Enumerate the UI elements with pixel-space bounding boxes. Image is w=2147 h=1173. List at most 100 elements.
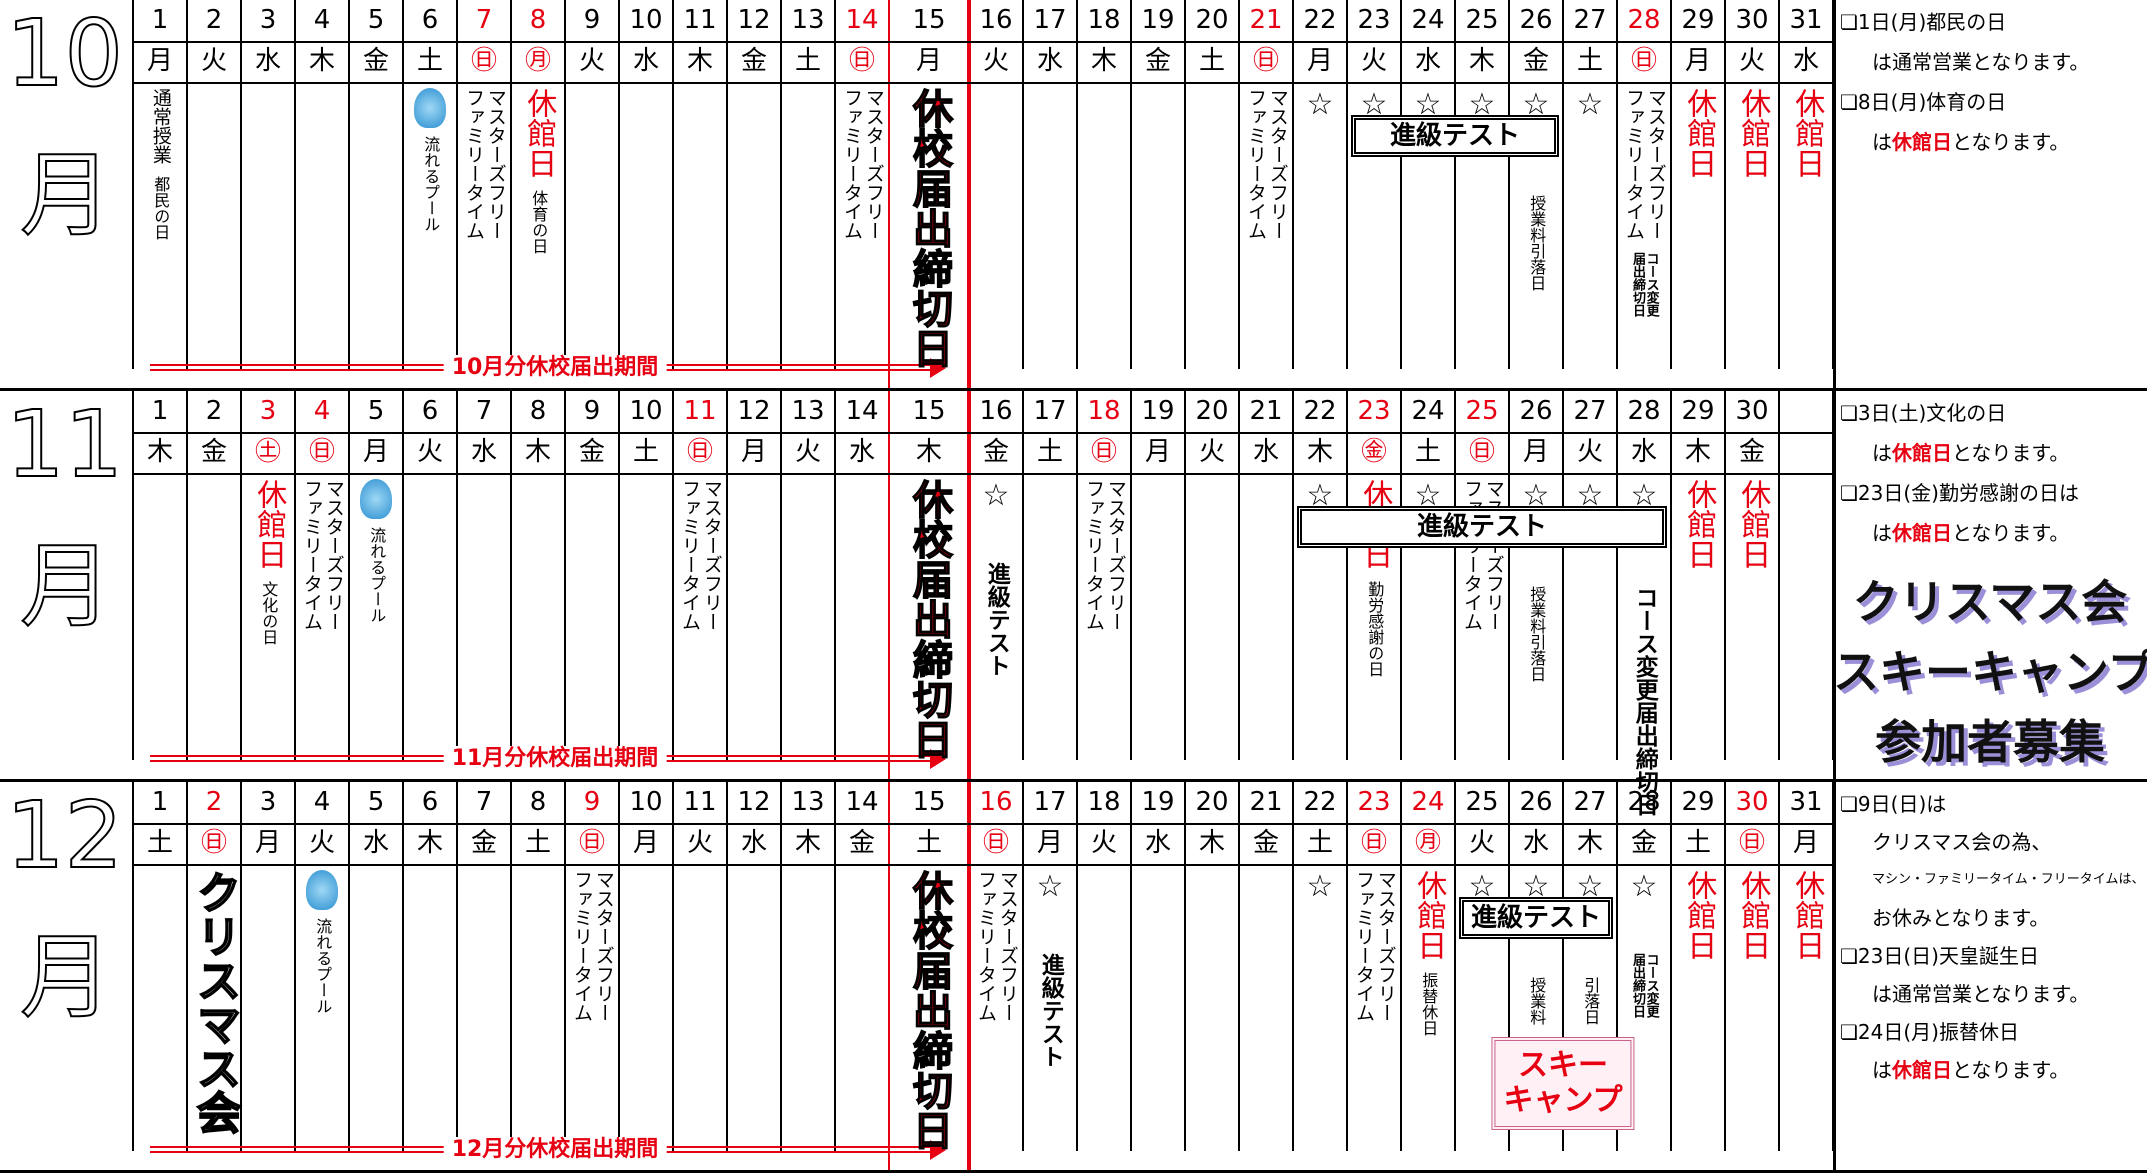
day-number: 17 <box>1033 787 1067 817</box>
event-normal: マスターズフリー ファミリータイム <box>1353 870 1397 1022</box>
weekday: ㊐ <box>470 46 497 76</box>
note-emphasis: 休館日 <box>1892 521 1952 545</box>
note-text: となります。 <box>1952 441 2070 465</box>
column-line <box>348 0 350 369</box>
event-normal: マスターズフリー ファミリータイム <box>1083 479 1127 631</box>
row-line <box>133 864 1833 866</box>
note-line: ❏1日(月)都民の日 <box>1840 6 2006 35</box>
note-text: ❏23日(金)勤労感謝の日は <box>1840 481 2079 505</box>
deadline-line-left <box>888 391 890 782</box>
note-text: となります。 <box>1952 130 2070 154</box>
weekday: 月 <box>632 828 659 858</box>
pool-icon <box>306 870 338 910</box>
day-number: 11 <box>683 5 717 35</box>
weekday: 木 <box>915 437 942 467</box>
note-line: ❏8日(月)体育の日 <box>1840 86 2006 115</box>
note-text: ❏9日(日)は <box>1840 792 1947 816</box>
weekday: 火 <box>1090 828 1117 858</box>
day-number: 3 <box>259 5 277 35</box>
day-number: 8 <box>529 5 547 35</box>
day-number: 25 <box>1465 787 1499 817</box>
day-number: 21 <box>1249 396 1283 426</box>
deadline-line-left <box>888 782 890 1173</box>
column-line <box>1346 782 1348 1151</box>
column-line <box>1616 0 1618 369</box>
event-normal: マスターズフリー ファミリータイム <box>1623 88 1667 240</box>
day-number: 12 <box>737 396 771 426</box>
column-line <box>726 782 728 1151</box>
column-line <box>294 391 296 760</box>
day-number: 28 <box>1627 396 1661 426</box>
weekday: 木 <box>1306 437 1333 467</box>
note-text: は <box>1872 521 1892 545</box>
day-number: 16 <box>979 5 1013 35</box>
column-line <box>1508 391 1510 760</box>
block-line <box>0 779 2147 782</box>
event-red: 休館日 <box>1681 88 1717 178</box>
day-number: 2 <box>205 5 223 35</box>
column-line <box>402 391 404 760</box>
event-normal: マスターズフリー ファミリータイム <box>1245 88 1289 240</box>
day-number: 20 <box>1195 787 1229 817</box>
day-number: 16 <box>979 787 1013 817</box>
event-bold: 進級テスト <box>983 562 1010 677</box>
column-line <box>294 782 296 1151</box>
weekday: 金 <box>848 828 875 858</box>
weekday: 金 <box>200 437 227 467</box>
weekday: 木 <box>1684 437 1711 467</box>
weekday: 土 <box>146 828 173 858</box>
weekday: 月 <box>362 437 389 467</box>
arrow-head <box>930 1140 946 1160</box>
period-label: 11月分休校届出期間 <box>443 746 667 772</box>
weekday: 火 <box>1738 46 1765 76</box>
day-number: 21 <box>1249 787 1283 817</box>
event-normal: マスターズフリー ファミリータイム <box>679 479 723 631</box>
day-number: 6 <box>421 396 439 426</box>
event-normal: マスターズフリー ファミリータイム <box>975 870 1019 1022</box>
side-line <box>1833 391 1836 782</box>
column-line <box>834 0 836 369</box>
note-text: ❏1日(月)都民の日 <box>1840 10 2007 34</box>
event-star: ☆ <box>1036 869 1064 904</box>
weekday: 火 <box>578 46 605 76</box>
weekday: ㊐ <box>1360 828 1387 858</box>
event-pool: 流れるプール <box>421 136 441 232</box>
column-line <box>1238 0 1240 369</box>
column-line <box>132 0 134 369</box>
day-number: 17 <box>1033 396 1067 426</box>
side-line <box>1833 782 1836 1173</box>
row-line <box>133 432 1833 434</box>
weekday: 木 <box>686 46 713 76</box>
promo-text: スキーキャンプ <box>1833 645 2147 699</box>
weekday: ㊊ <box>524 46 551 76</box>
column-line <box>564 391 566 760</box>
weekday: 木 <box>1198 828 1225 858</box>
event-pool: 流れるプール <box>313 918 333 1014</box>
event-normal: マスターズフリー ファミリータイム <box>1461 479 1505 631</box>
note-line: は休館日となります。 <box>1872 437 2069 466</box>
weekday: ㊐ <box>200 828 227 858</box>
weekday: 土 <box>416 46 443 76</box>
day-number: 30 <box>1735 396 1769 426</box>
day-number: 4 <box>313 787 331 817</box>
weekday: 金 <box>1144 46 1171 76</box>
day-number: 6 <box>421 5 439 35</box>
day-number: 11 <box>683 396 717 426</box>
deadline-line-left <box>888 0 890 391</box>
note-text: は <box>1872 130 1892 154</box>
period-label: 10月分休校届出期間 <box>443 355 667 381</box>
month-kanji: 月 <box>19 924 113 1031</box>
column-line <box>618 0 620 369</box>
event-small: 文化の日 <box>259 581 279 645</box>
row-line <box>133 41 1833 43</box>
column-line <box>780 0 782 369</box>
weekday: 金 <box>470 828 497 858</box>
column-line <box>348 782 350 1151</box>
weekday: 火 <box>1360 46 1387 76</box>
month-kanji: 月 <box>19 142 113 249</box>
weekday: 水 <box>362 828 389 858</box>
day-number: 20 <box>1195 5 1229 35</box>
weekday: 土 <box>524 828 551 858</box>
day-number: 28 <box>1627 5 1661 35</box>
row-line <box>133 823 1833 825</box>
